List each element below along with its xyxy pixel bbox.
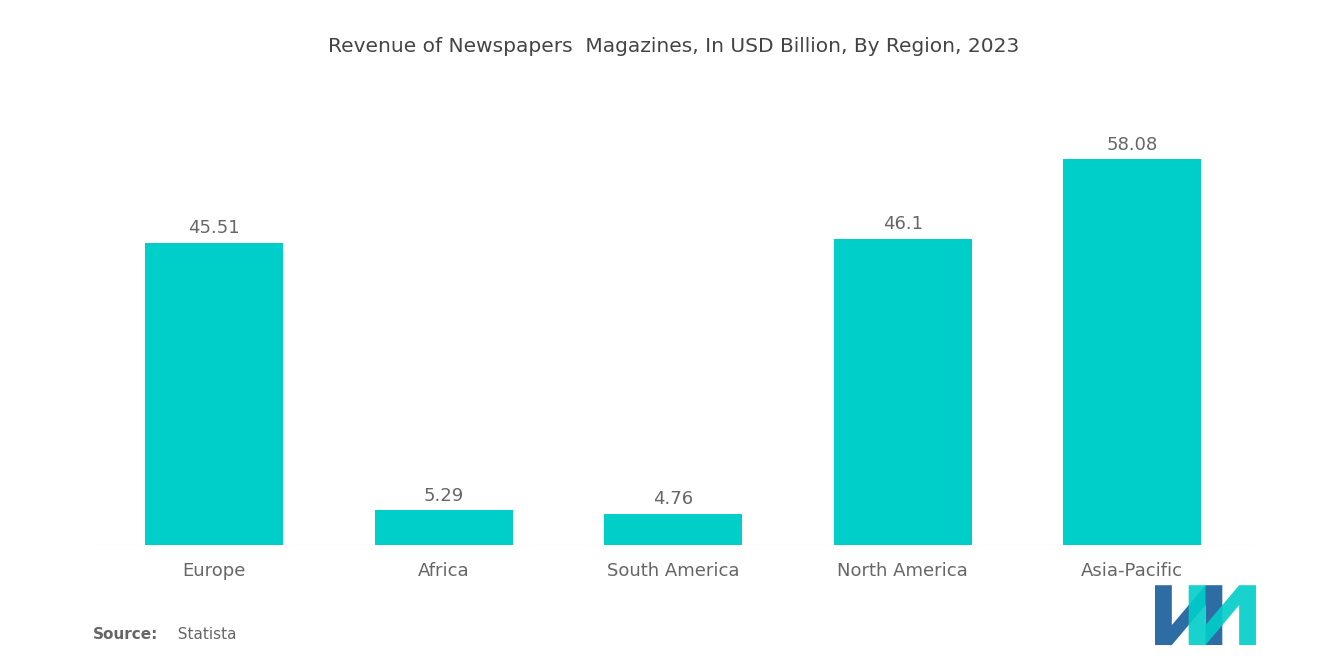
Title: Revenue of Newspapers  Magazines, In USD Billion, By Region, 2023: Revenue of Newspapers Magazines, In USD …	[327, 37, 1019, 56]
Text: 45.51: 45.51	[189, 219, 240, 237]
Bar	[1064, 159, 1201, 545]
Bar	[145, 243, 282, 545]
Bar	[605, 513, 742, 545]
Polygon shape	[1189, 585, 1257, 645]
Polygon shape	[1155, 585, 1222, 645]
Text: 58.08: 58.08	[1106, 136, 1158, 154]
Text: 4.76: 4.76	[653, 490, 693, 508]
Text: 46.1: 46.1	[883, 215, 923, 233]
Text: 5.29: 5.29	[424, 487, 463, 505]
Text: Statista: Statista	[168, 626, 236, 642]
Bar	[375, 510, 512, 545]
Text: Source:: Source:	[92, 626, 158, 642]
Bar	[834, 239, 972, 545]
